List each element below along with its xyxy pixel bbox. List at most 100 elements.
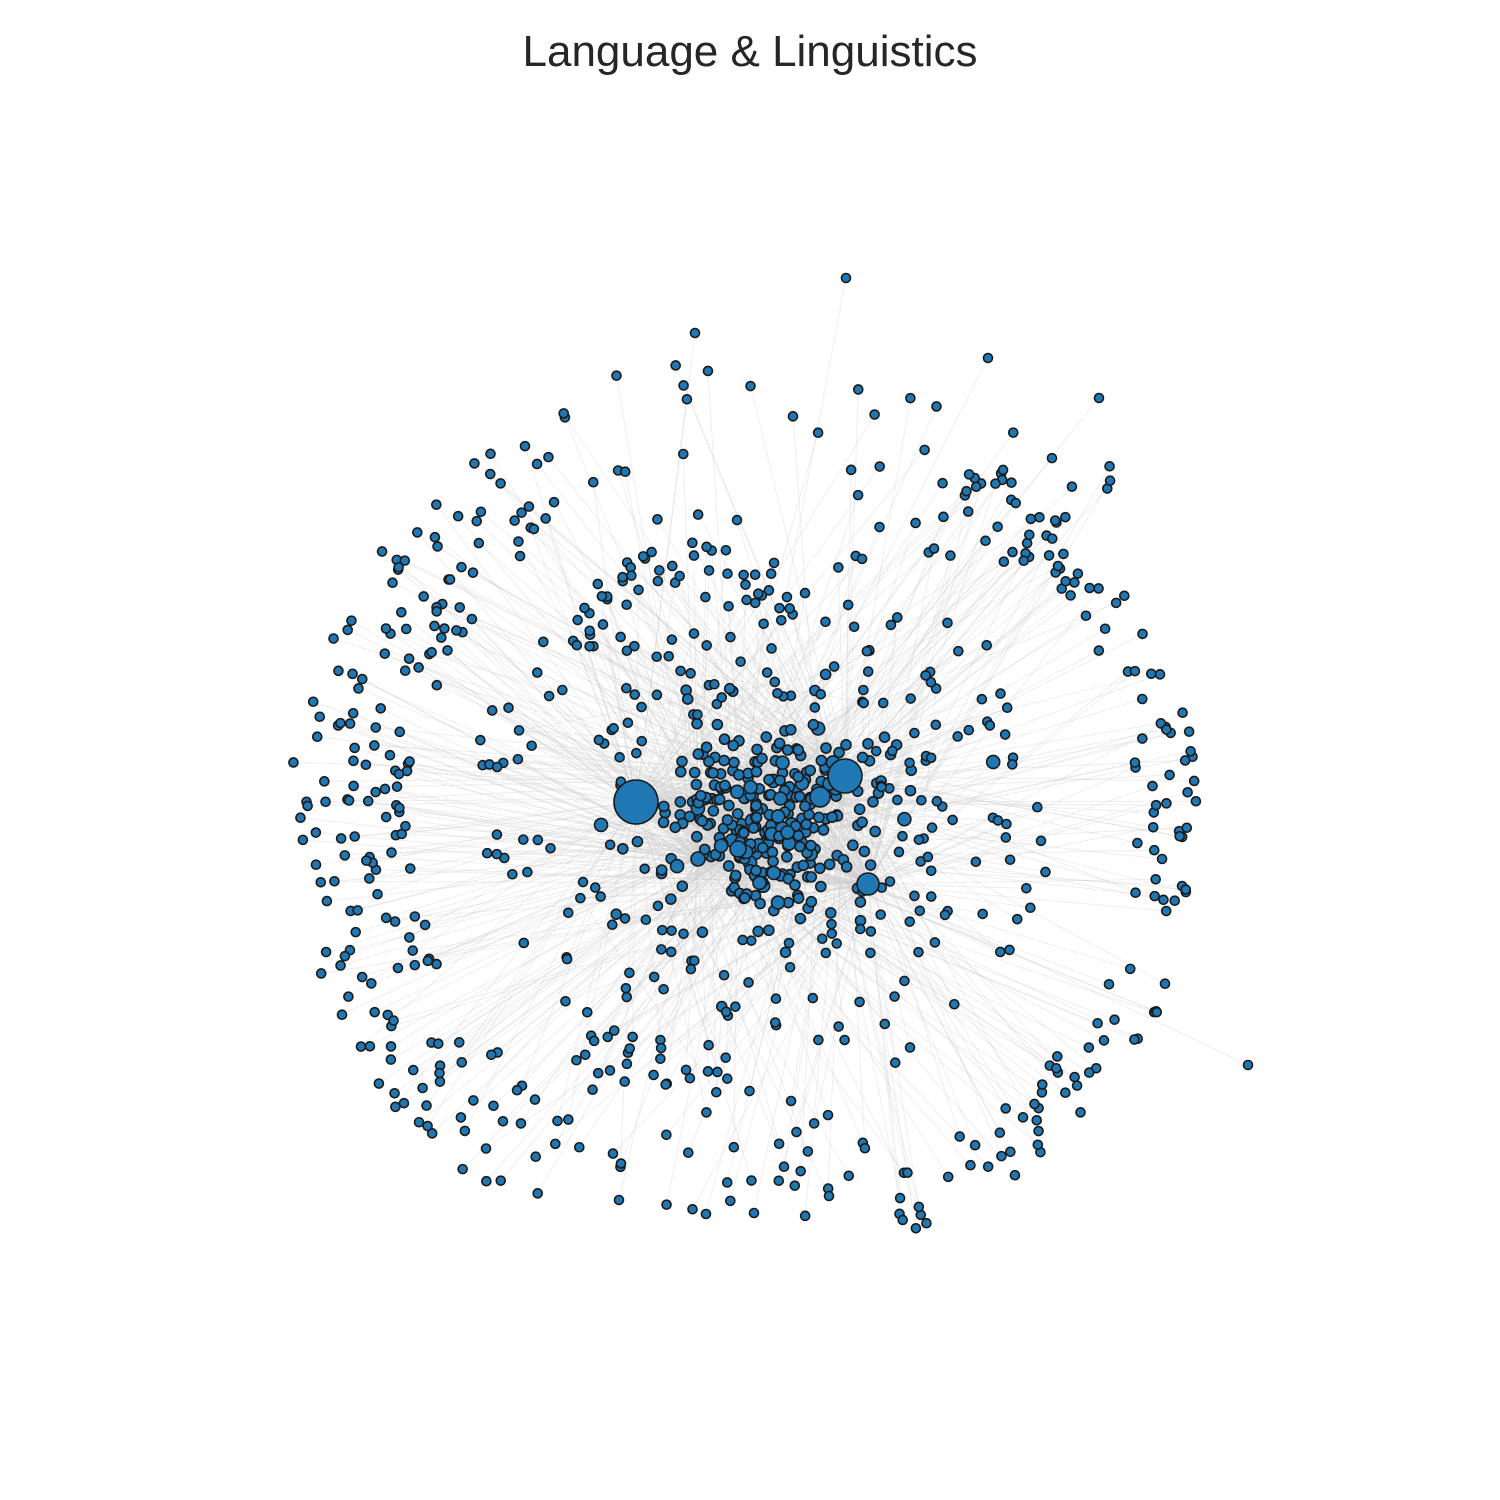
- graph-node: [864, 859, 877, 871]
- graph-node: [921, 1217, 932, 1229]
- graph-node: [615, 1158, 627, 1169]
- graph-node: [718, 754, 730, 767]
- graph-edge: [635, 449, 925, 803]
- graph-node: [843, 1170, 855, 1182]
- graph-node: [963, 469, 975, 480]
- graph-node: [833, 746, 845, 759]
- graph-node: [1034, 511, 1045, 523]
- graph-edge: [635, 801, 728, 1079]
- graph-node: [1110, 597, 1122, 609]
- graph-edge: [409, 761, 739, 850]
- graph-edge: [384, 788, 739, 850]
- graph-node: [773, 1138, 785, 1150]
- graph-node: [809, 702, 821, 713]
- graph-edge: [867, 883, 1097, 1069]
- graph-node: [928, 543, 940, 554]
- graph-node: [852, 384, 864, 395]
- graph-edge: [557, 801, 637, 1122]
- graph-node: [320, 796, 331, 808]
- graph-edge: [819, 796, 1001, 953]
- graph-edge: [867, 553, 1064, 885]
- graph-node: [454, 602, 466, 613]
- graph-edge: [766, 736, 1038, 808]
- graph-node: [823, 1190, 835, 1202]
- graph-node: [621, 599, 632, 611]
- graph-node: [682, 1147, 694, 1158]
- graph-node: [897, 830, 908, 842]
- graph-node: [942, 1171, 954, 1183]
- graph-node: [731, 808, 744, 820]
- graph-node: [380, 811, 392, 823]
- graph-node: [938, 511, 949, 523]
- graph-node: [388, 1015, 399, 1026]
- graph-node: [400, 820, 411, 832]
- graph-edge: [867, 650, 870, 885]
- graph-edge: [835, 788, 869, 885]
- graph-edge: [819, 673, 1161, 798]
- graph-node: [904, 784, 917, 797]
- graph-edge: [625, 858, 699, 989]
- graph-node: [703, 1039, 714, 1051]
- graph-edge: [399, 811, 699, 860]
- graph-node: [1137, 628, 1148, 640]
- graph-node: [1179, 755, 1191, 766]
- graph-node: [1023, 529, 1035, 541]
- graph-node: [624, 967, 635, 979]
- graph-node: [656, 924, 668, 936]
- graph-node: [432, 541, 443, 552]
- graph-edge: [391, 848, 739, 854]
- graph-node: [399, 665, 411, 677]
- graph-node: [1174, 830, 1185, 842]
- graph-edge: [819, 796, 1041, 1153]
- graph-node: [799, 1210, 811, 1222]
- graph-node: [621, 682, 632, 694]
- graph-node: [854, 923, 866, 935]
- graph-node: [976, 693, 988, 705]
- graph-node: [981, 639, 993, 651]
- graph-edge: [635, 801, 729, 1016]
- graph-edge: [737, 628, 1106, 850]
- graph-node: [1119, 590, 1130, 602]
- graph-node: [336, 1009, 348, 1021]
- graph-node: [701, 541, 712, 553]
- graph-node: [731, 514, 743, 526]
- graph-node: [748, 1207, 760, 1219]
- graph-edge: [457, 515, 739, 850]
- graph-node: [329, 875, 340, 887]
- graph-edge: [651, 551, 821, 798]
- graph-edge: [819, 540, 986, 798]
- graph-node: [608, 723, 619, 734]
- graph-node: [1050, 1062, 1062, 1074]
- graph-node: [339, 950, 351, 962]
- graph-node: [945, 550, 956, 561]
- graph-node: [347, 708, 359, 719]
- graph-edge: [692, 883, 869, 1210]
- graph-node: [856, 553, 868, 565]
- graph-node: [295, 812, 306, 823]
- graph-node: [961, 485, 972, 497]
- graph-node: [904, 1042, 916, 1053]
- graph-edge: [867, 791, 1188, 885]
- graph-edge: [656, 656, 869, 885]
- graph-node: [355, 1041, 367, 1052]
- graph-node: [530, 1151, 542, 1163]
- graph-edge: [819, 796, 1011, 861]
- graph-edge: [360, 801, 637, 1047]
- graph-node: [676, 755, 688, 768]
- graph-node: [422, 955, 434, 967]
- graph-node: [1129, 757, 1141, 768]
- graph-node: [677, 448, 689, 460]
- graph-node: [473, 537, 485, 549]
- graph-node: [729, 784, 745, 800]
- graph-node: [794, 840, 806, 853]
- hub-node: [827, 758, 863, 794]
- graph-edge: [437, 546, 821, 798]
- graph-node: [694, 789, 707, 802]
- graph-edge: [844, 722, 1161, 777]
- graph-node: [584, 640, 595, 652]
- graph-node: [563, 1114, 574, 1125]
- graph-node: [925, 676, 937, 688]
- graph-node: [992, 815, 1004, 826]
- graph-edge: [844, 469, 852, 777]
- graph-edge: [749, 852, 812, 864]
